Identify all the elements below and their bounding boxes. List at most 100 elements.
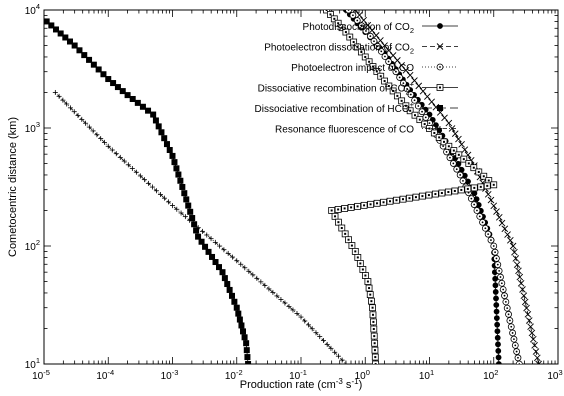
legend-swatch-marker [436,63,444,71]
data-point [346,33,354,41]
data-point [374,42,382,50]
data-point [229,254,235,260]
data-point [411,96,418,104]
data-point [445,119,453,127]
data-point [208,236,214,242]
data-point [449,160,457,167]
data-point [139,103,146,110]
data-point [377,72,385,80]
data-point [129,95,136,102]
data-point [153,188,159,194]
data-point [501,225,509,233]
data-point [117,154,123,160]
series-2 [345,10,523,364]
data-point [459,177,467,185]
data-point [493,295,499,302]
data-point [495,267,503,275]
data-point [199,228,205,234]
legend-label: Dissociative recombination of CO2+ [258,80,415,97]
data-point [90,128,96,134]
data-point [494,261,502,269]
data-point [493,315,500,322]
data-point [476,212,484,220]
data-point [510,335,518,343]
data-point [495,213,503,221]
data-point [231,298,238,305]
data-point [498,279,506,287]
data-point [357,48,365,56]
data-point [362,27,370,35]
data-point [219,269,226,276]
data-point [475,168,483,176]
data-point [129,166,135,172]
data-point [320,338,326,344]
data-point [490,181,498,189]
data-point [71,109,77,115]
data-point [446,154,454,162]
data-point [238,261,244,267]
data-point [457,186,465,194]
data-point [381,53,389,60]
data-point [513,348,521,355]
data-point [313,330,319,336]
data-point [233,304,240,311]
data-point [158,129,165,136]
data-point [532,348,540,355]
x-tick-label: 101 [419,368,434,382]
data-point [302,318,308,324]
data-point [531,342,538,349]
x-tick-label: 103 [547,368,562,382]
data-point [502,298,510,306]
x-tick-label: 10-2 [225,368,243,382]
data-point [341,205,349,212]
data-point [364,278,372,285]
data-point [456,171,464,179]
data-point [347,203,355,211]
data-point [134,99,141,106]
data-point [480,172,488,180]
data-point [369,318,377,326]
data-point [494,334,501,341]
data-point [507,323,515,331]
data-point [509,242,517,250]
data-point [465,160,473,167]
legend-swatch-marker [437,105,443,111]
data-point [166,147,173,154]
data-point [507,236,514,244]
data-point [110,80,117,87]
data-point [484,191,492,198]
data-point [187,217,193,223]
data-point [282,300,288,306]
data-point [241,334,248,341]
data-point [163,141,170,148]
data-point [524,310,532,318]
data-point [294,311,300,317]
data-point [177,177,184,184]
data-point [494,328,501,335]
data-point [356,260,364,267]
data-point [490,202,498,210]
data-point [121,158,127,164]
legend-label: Dissociative recombination of HCO+ [255,100,415,115]
data-point [523,304,530,312]
data-point [396,74,404,81]
data-point [372,360,380,364]
data-point [495,341,501,348]
data-point [181,190,188,197]
data-point [525,317,533,324]
data-point [109,147,115,153]
x-tick-label: 100 [355,368,370,382]
data-point [373,68,381,75]
data-point [324,341,330,347]
data-point [205,248,212,255]
data-point [198,238,205,245]
data-point [444,188,452,196]
data-point [440,138,448,146]
data-point [133,169,139,175]
data-point [145,180,151,186]
data-point [83,120,89,126]
data-point [392,68,400,76]
data-point [389,87,397,95]
data-point [48,22,55,29]
data-point [503,304,511,312]
